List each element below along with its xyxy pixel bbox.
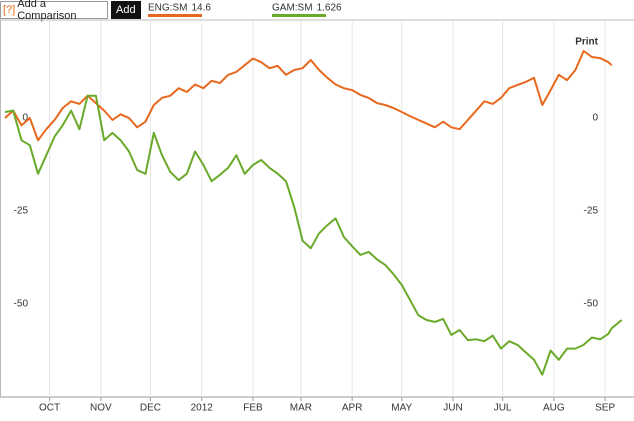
legend-name: GAM:SM	[272, 3, 313, 14]
x-tick-label: APR	[342, 403, 363, 414]
legend-swatch	[272, 14, 326, 17]
legend-quote: 14.6	[191, 3, 211, 14]
x-tick-label: NOV	[90, 403, 112, 414]
x-tick-label: JUN	[443, 403, 462, 414]
comparison-input[interactable]: [?] Add a Comparison	[0, 0, 108, 22]
x-tick-label: JUL	[494, 403, 512, 414]
y-tick-label: -25	[14, 206, 29, 217]
x-tick-label: OCT	[39, 403, 60, 414]
series-line	[4, 50, 613, 142]
x-tick-label: DEC	[140, 403, 161, 414]
add-button[interactable]: Add	[111, 1, 141, 19]
x-tick-label: MAR	[290, 403, 312, 414]
y-tick-label-right: 0	[592, 113, 598, 124]
x-tick-label: MAY	[391, 403, 412, 414]
print-link[interactable]: Print	[575, 37, 598, 48]
legend-name: ENG:SM	[148, 3, 187, 14]
series-line	[4, 94, 623, 376]
y-tick-label: -50	[14, 299, 29, 310]
x-tick-label: 2012	[191, 403, 214, 414]
toolbar: [?] Add a Comparison Add	[0, 0, 141, 22]
legend-quote: 1.626	[317, 3, 342, 14]
x-tick-label: FEB	[243, 403, 263, 414]
help-link[interactable]: [?]	[3, 4, 16, 16]
y-tick-label: 0	[22, 113, 28, 124]
y-tick-label-right: -25	[584, 206, 599, 217]
x-tick-label: SEP	[595, 403, 615, 414]
legend-swatch	[148, 14, 202, 17]
y-tick-label-right: -50	[584, 299, 599, 310]
x-tick-label: AUG	[543, 403, 565, 414]
input-placeholder: Add a Comparison	[17, 0, 77, 22]
